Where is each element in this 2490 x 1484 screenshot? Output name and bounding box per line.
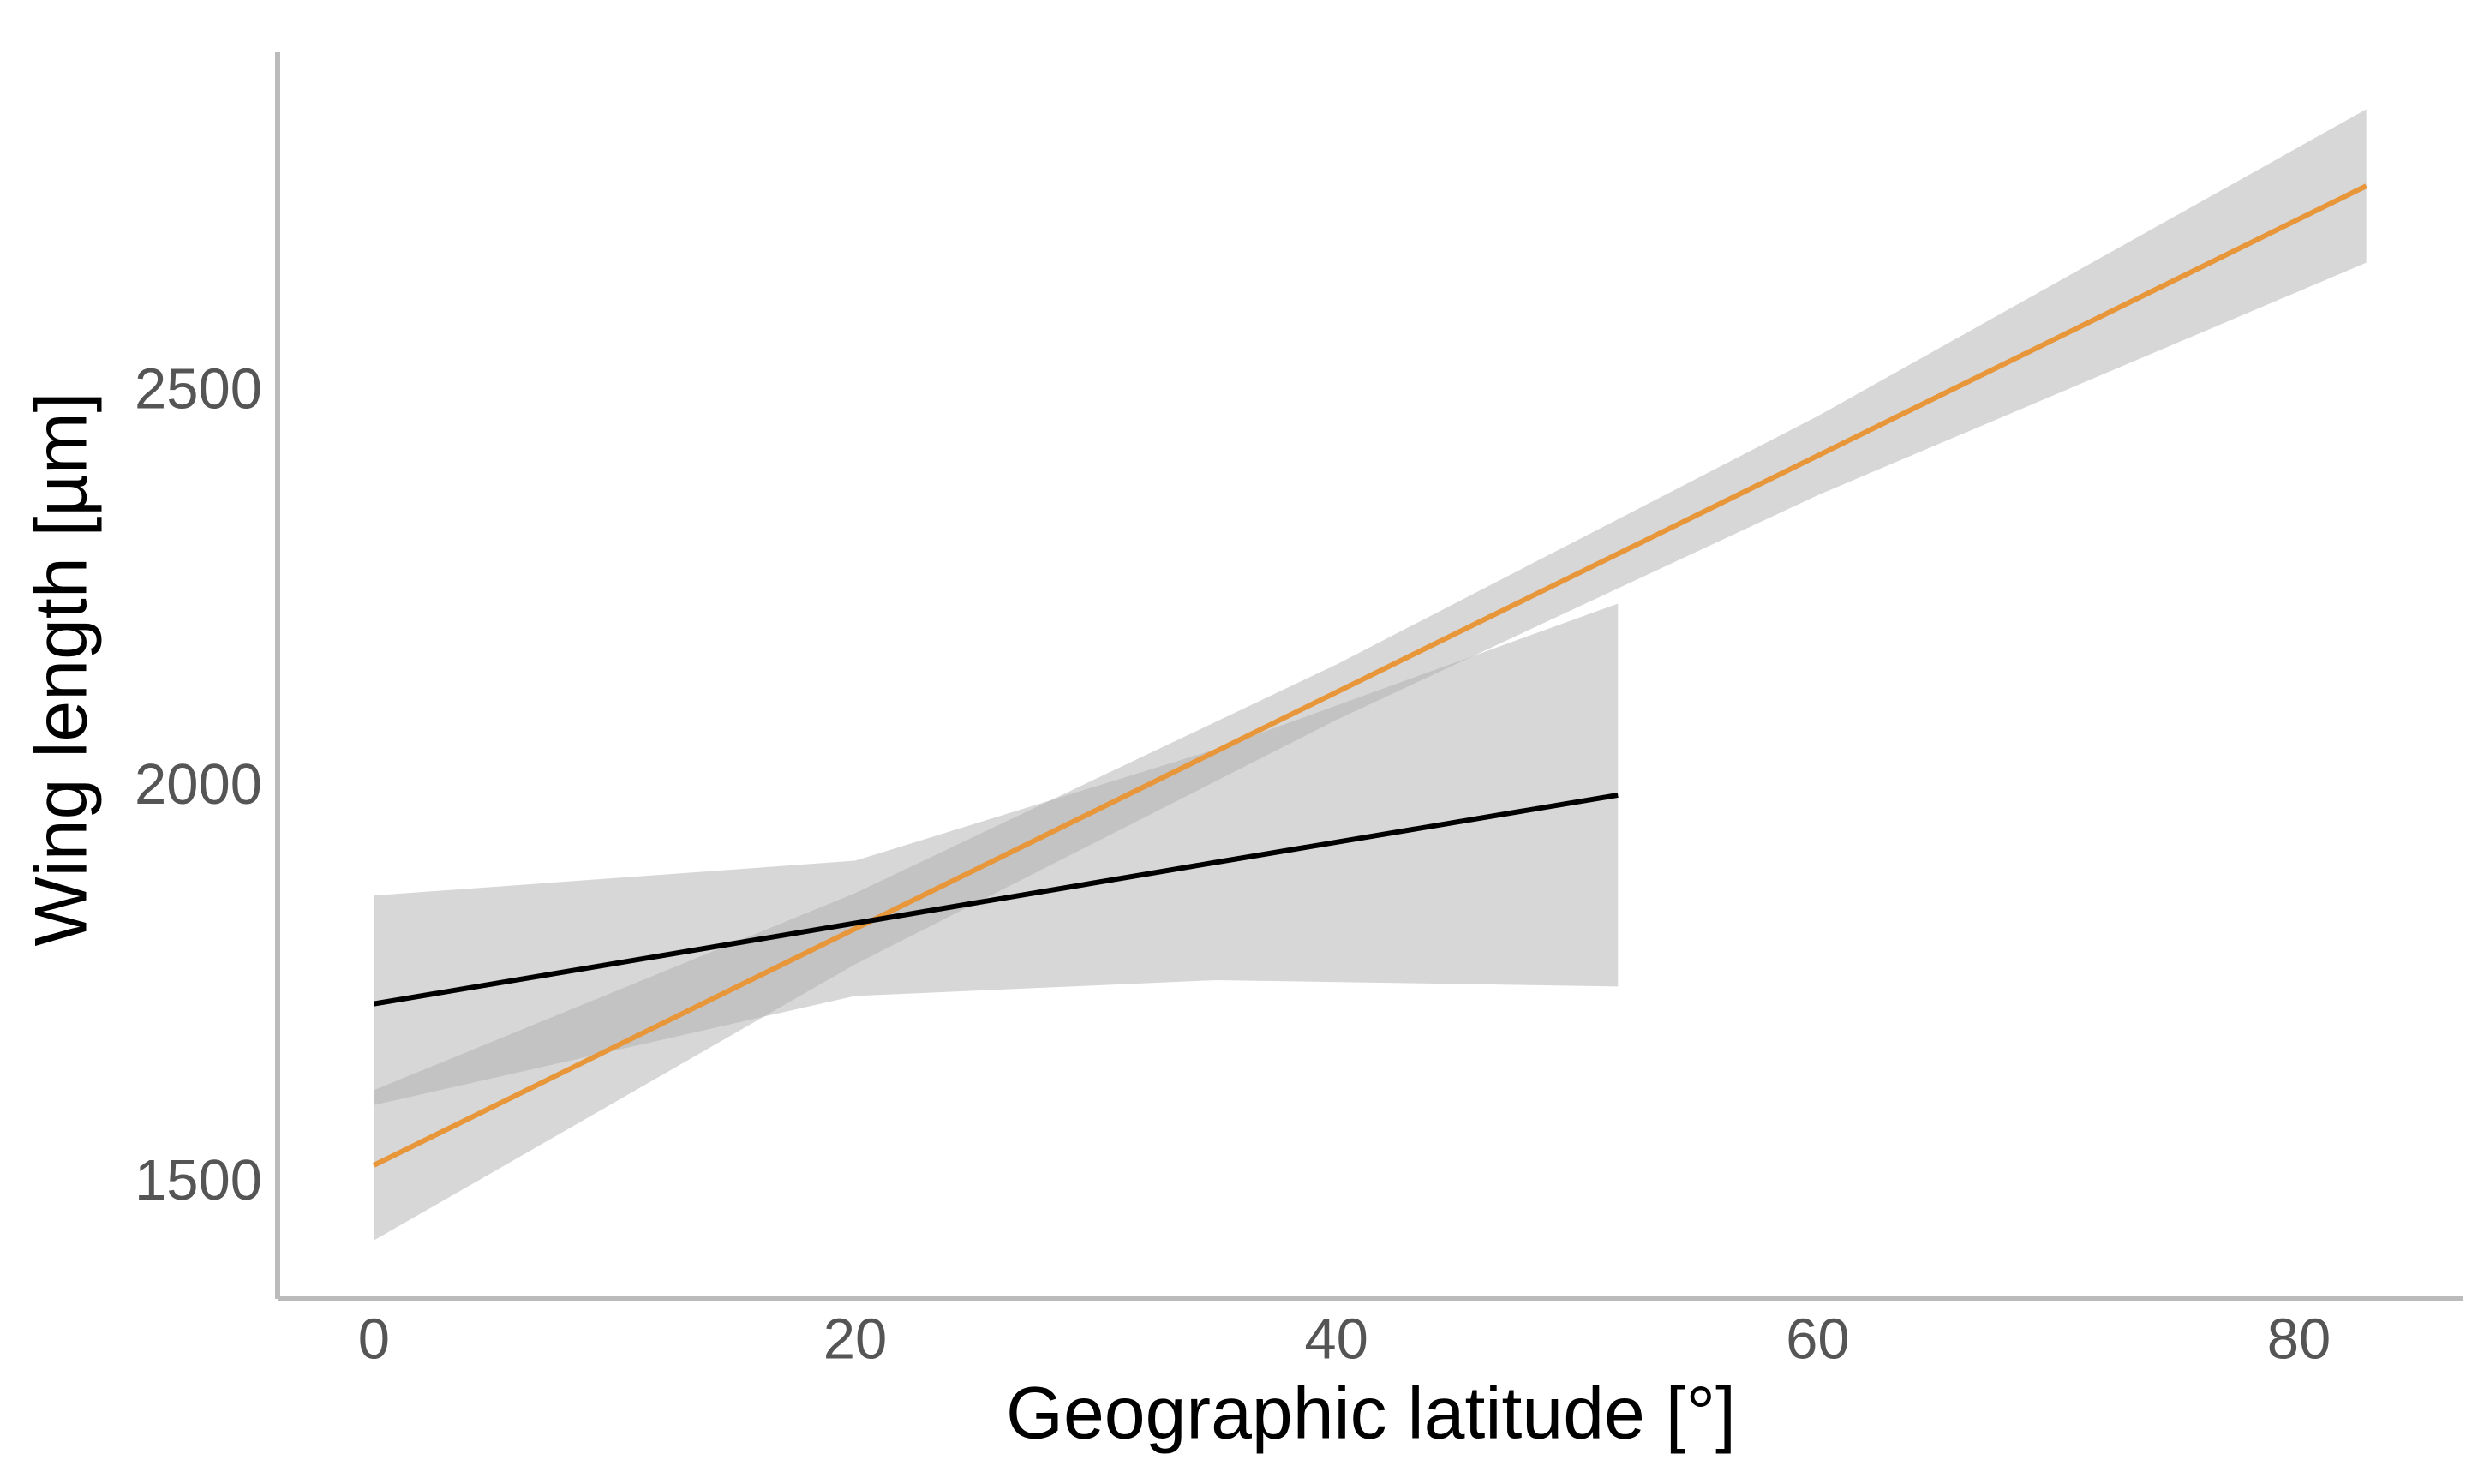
x-tick-label: 80 <box>2267 1307 2331 1372</box>
y-tick-label: 2000 <box>135 752 262 817</box>
x-axis-title: Geographic latitude [°] <box>1006 1373 1736 1455</box>
y-tick-label: 1500 <box>135 1148 262 1212</box>
confidence-band <box>374 603 1619 1105</box>
y-tick-label: 2500 <box>135 357 262 422</box>
y-axis-title: Wing length [µm] <box>21 392 103 946</box>
x-tick-label: 0 <box>358 1307 390 1372</box>
regression-line <box>373 183 2367 1168</box>
regression-line <box>373 792 1619 1007</box>
x-tick-label: 20 <box>823 1307 888 1372</box>
x-tick-label: 60 <box>1786 1307 1850 1372</box>
x-tick-label: 40 <box>1304 1307 1368 1372</box>
